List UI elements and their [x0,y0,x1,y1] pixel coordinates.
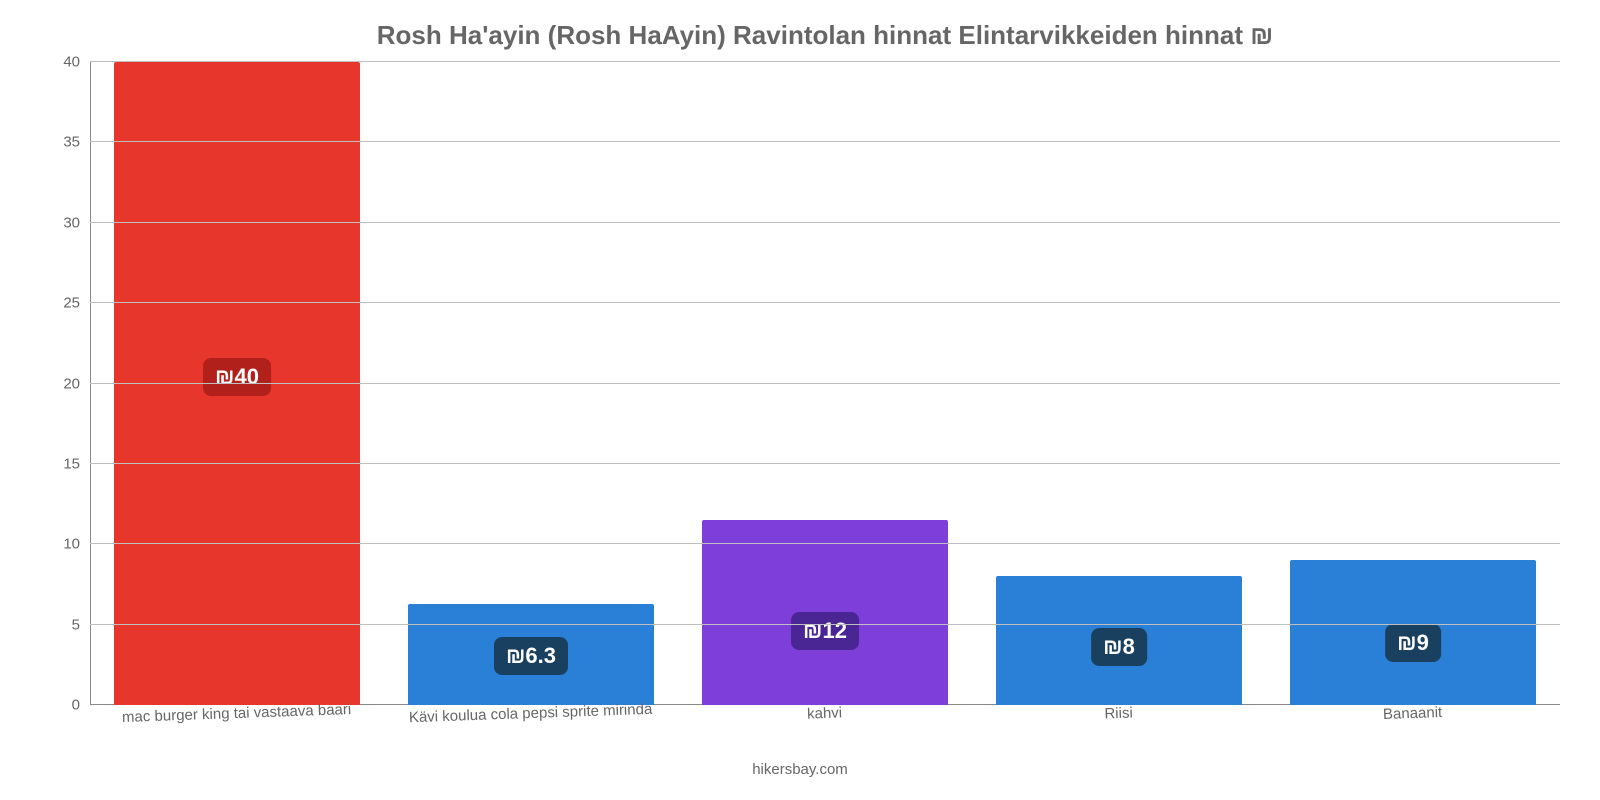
y-tick-label: 40 [63,54,80,71]
bar-value-badge: ₪6.3 [494,637,568,675]
grid-line [90,383,1560,384]
x-axis: mac burger king tai vastaava baariKävi k… [90,705,1560,745]
y-tick-label: 15 [63,455,80,472]
grid-line [90,624,1560,625]
bar-chart: Rosh Ha'ayin (Rosh HaAyin) Ravintolan hi… [0,0,1600,800]
y-tick-label: 30 [63,214,80,231]
bars-container: ₪40 ₪6.3 ₪12 ₪8 ₪9 [90,62,1560,705]
y-tick-label: 10 [63,536,80,553]
bar: ₪9 [1290,560,1537,705]
chart-title: Rosh Ha'ayin (Rosh HaAyin) Ravintolan hi… [90,20,1560,51]
bar: ₪12 [702,520,949,705]
y-tick-label: 20 [63,375,80,392]
grid-line [90,222,1560,223]
x-tick-label: Riisi [971,700,1266,750]
grid-line [90,302,1560,303]
bar-slot: ₪9 [1266,62,1560,705]
chart-footer: hikersbay.com [0,761,1600,778]
y-axis: 0510152025303540 [0,62,90,705]
bar: ₪6.3 [408,604,655,705]
grid-line [90,141,1560,142]
bar-value-badge: ₪9 [1385,624,1441,662]
bar-slot: ₪8 [972,62,1266,705]
plot-area: ₪40 ₪6.3 ₪12 ₪8 ₪9 [90,62,1560,705]
bar: ₪8 [996,576,1243,705]
x-tick-label: Kävi koulua cola pepsi sprite mirinda [383,700,678,750]
bar-value-badge: ₪8 [1091,628,1147,666]
grid-line [90,543,1560,544]
y-tick-label: 5 [72,616,80,633]
bar-slot: ₪40 [90,62,384,705]
bar-slot: ₪6.3 [384,62,678,705]
bar-value-badge: ₪12 [791,612,859,650]
grid-line [90,463,1560,464]
bar-slot: ₪12 [678,62,972,705]
x-tick-label: mac burger king tai vastaava baari [89,700,384,750]
y-tick-label: 25 [63,295,80,312]
x-tick-label: kahvi [677,700,972,750]
y-tick-label: 0 [72,697,80,714]
grid-line [90,61,1560,62]
y-tick-label: 35 [63,134,80,151]
bar-value-badge: ₪40 [203,358,271,396]
bar: ₪40 [114,62,361,705]
x-tick-label: Banaanit [1265,700,1560,750]
